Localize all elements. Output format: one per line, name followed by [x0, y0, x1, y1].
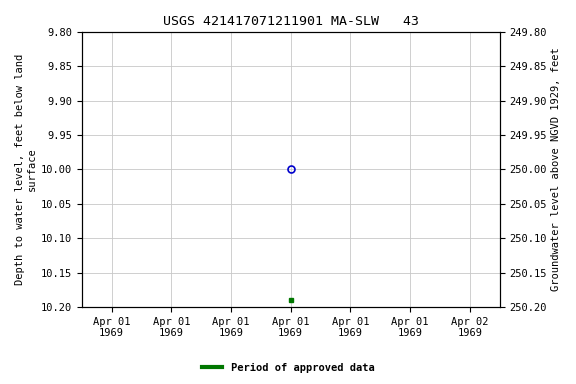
Y-axis label: Depth to water level, feet below land
surface: Depth to water level, feet below land su… — [15, 54, 37, 285]
Y-axis label: Groundwater level above NGVD 1929, feet: Groundwater level above NGVD 1929, feet — [551, 48, 561, 291]
Title: USGS 421417071211901 MA-SLW   43: USGS 421417071211901 MA-SLW 43 — [162, 15, 419, 28]
Legend: Period of approved data: Period of approved data — [198, 359, 378, 377]
